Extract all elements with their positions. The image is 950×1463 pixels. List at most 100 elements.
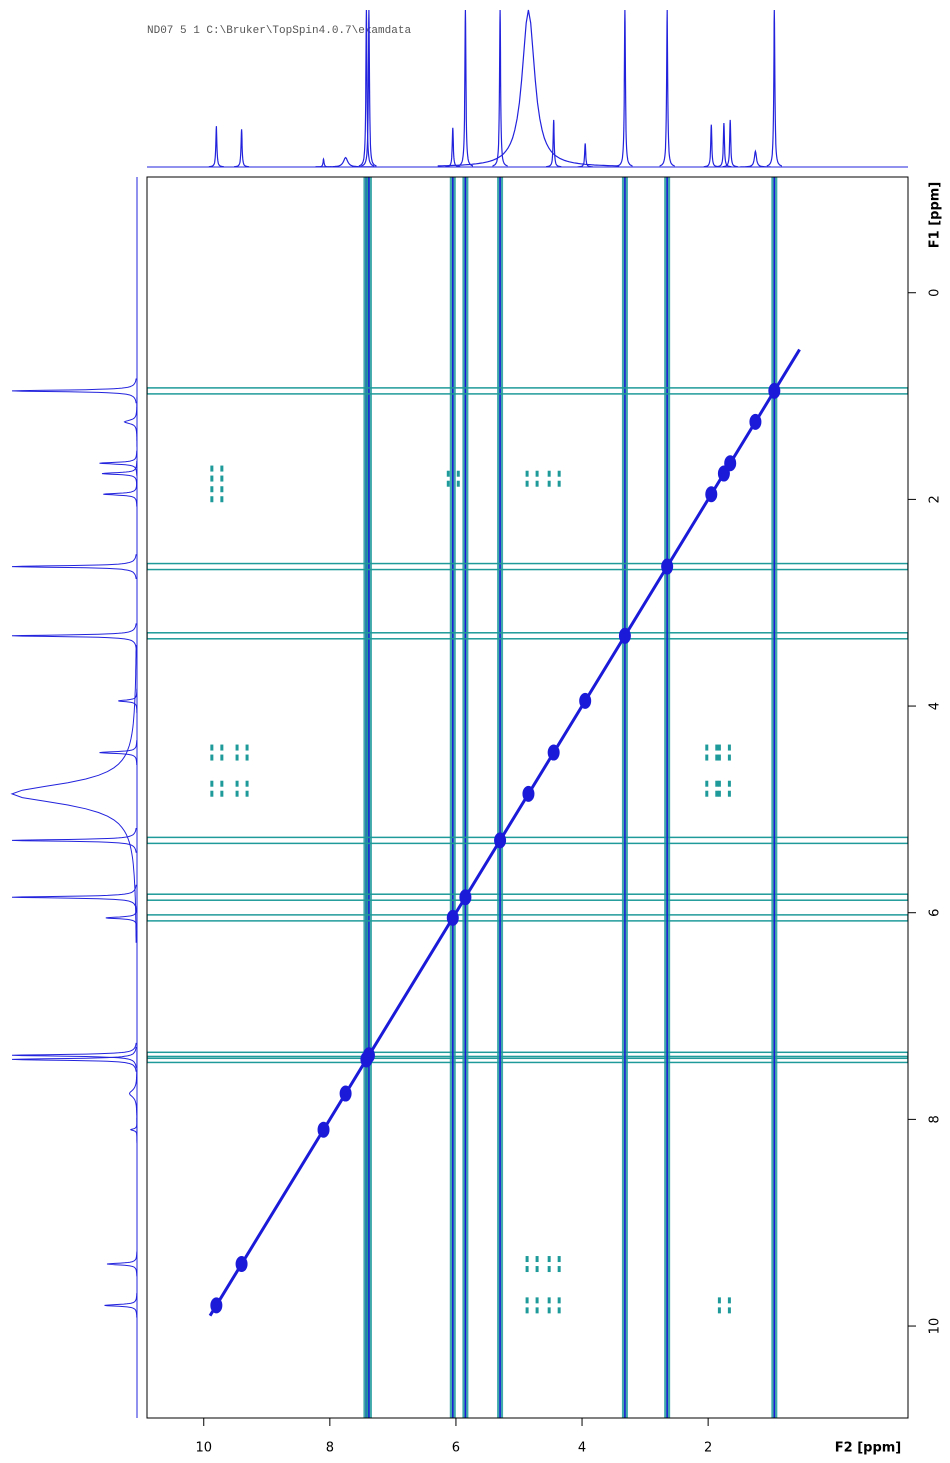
cross-peak: [717, 1297, 731, 1314]
diagonal-peak: [579, 692, 592, 709]
left-trace-peak: [11, 623, 137, 649]
left-trace-peak: [11, 1047, 137, 1072]
left-trace-peak: [99, 450, 138, 476]
cross-peak: [235, 780, 249, 797]
cross-peak-contour: [456, 480, 460, 487]
cross-peak-contour: [446, 480, 450, 487]
cross-peak-contour: [547, 1307, 551, 1314]
cross-peak-contour: [557, 1266, 561, 1273]
diagonal: [208, 348, 801, 1317]
cross-peak-contour: [535, 1266, 539, 1273]
cross-peak-contour: [557, 470, 561, 477]
cross-peak-contour: [535, 1297, 539, 1304]
y-axis-label: F1 [ppm]: [928, 182, 943, 249]
cross-peak-contour: [210, 754, 214, 761]
cross-peak-contour: [715, 744, 719, 751]
cross-peak-contour: [547, 470, 551, 477]
left-trace-peak: [11, 828, 137, 853]
horizontal-streak: [147, 632, 908, 640]
left-trace-peak: [10, 645, 137, 943]
diagonal-peak: [235, 1256, 248, 1273]
cross-peak-contour: [535, 1307, 539, 1314]
horizontal-streak: [147, 836, 908, 845]
cross-peak-contour: [210, 496, 214, 503]
cross-peak: [525, 1256, 539, 1273]
cross-peak-contour: [220, 486, 224, 493]
cross-peak-contour: [210, 790, 214, 797]
plot-frame: [146, 176, 909, 1419]
y-tick-label: 8: [928, 1115, 943, 1123]
cross-peak-contour: [727, 754, 731, 761]
left-trace-peak: [128, 1043, 138, 1144]
header: ND07 5 1 C:\Bruker\TopSpin4.0.7\examdata: [147, 25, 411, 37]
cross-peak-contour: [235, 754, 239, 761]
diagonal-peak: [618, 627, 631, 644]
cross-peak-contour: [525, 1297, 529, 1304]
left-trace-peak: [104, 1293, 138, 1318]
cross-peak: [717, 744, 731, 761]
top-trace-peak: [546, 119, 562, 168]
cross-peak-contour: [525, 1256, 529, 1263]
y-tick-label: 10: [928, 1318, 943, 1335]
diagonal-peak: [522, 785, 535, 802]
left-trace-peak: [101, 461, 138, 487]
top-trace-peak: [659, 9, 675, 167]
top-trace-peak: [617, 9, 633, 167]
diagonal-peak: [547, 744, 560, 761]
horizontal-streak: [147, 387, 908, 395]
cross-peak-contour: [245, 754, 249, 761]
cross-peak-contour: [715, 754, 719, 761]
top-trace-peak: [577, 143, 593, 168]
diagonal-peak: [661, 558, 674, 575]
cross-peak-contour: [727, 780, 731, 787]
cross-peak-contour: [557, 1307, 561, 1314]
cross-peak-contour: [715, 790, 719, 797]
cross-peak: [210, 744, 224, 761]
top-trace-peak: [234, 129, 250, 168]
top-trace-peak: [315, 156, 376, 168]
cross-peak-contour: [557, 1256, 561, 1263]
cross-peak-contour: [235, 780, 239, 787]
cross-peak-contour: [705, 744, 709, 751]
cross-peak-contour: [547, 1256, 551, 1263]
cross-peak-contour: [235, 790, 239, 797]
diagonal-peak: [494, 832, 507, 849]
horizontal-streak: [147, 562, 908, 571]
left-trace-peak: [123, 397, 138, 447]
x-tick-label: 8: [326, 1441, 334, 1456]
diagonal-peak: [705, 486, 718, 503]
cross-peak-contour: [220, 475, 224, 482]
horizontal-streak: [147, 893, 908, 901]
x-tick-label: 6: [452, 1441, 460, 1456]
cross-peak-contour: [525, 1266, 529, 1273]
cross-peak-contour: [727, 1297, 731, 1304]
cross-peak-contour: [727, 1307, 731, 1314]
cross-peak-contour: [717, 1307, 721, 1314]
diagonal-peak: [339, 1085, 352, 1102]
cross-peak-contour: [210, 744, 214, 751]
cross-peak: [525, 1297, 539, 1314]
cross-peak-contour: [220, 496, 224, 503]
cross-peak-contour: [210, 475, 214, 482]
diagonal-peak: [210, 1297, 223, 1314]
top-trace-peak: [361, 9, 377, 167]
cross-peak-contour: [717, 744, 721, 751]
top-trace-peak: [766, 9, 782, 167]
cross-peak: [705, 780, 719, 797]
left-trace-peak: [118, 688, 138, 714]
cross-peak-contour: [705, 790, 709, 797]
cross-peak-contour: [717, 780, 721, 787]
diagonal-peak: [317, 1121, 330, 1138]
cross-peak-contour: [220, 780, 224, 787]
cross-peak-contour: [717, 754, 721, 761]
cross-peak-contour: [547, 1297, 551, 1304]
cross-peak: [446, 470, 460, 487]
cross-peak-contour: [727, 790, 731, 797]
left-trace-peak: [106, 1251, 138, 1277]
cross-peak-contour: [220, 744, 224, 751]
cross-peak: [705, 744, 719, 761]
x-tick-label: 10: [195, 1441, 212, 1456]
y-tick-label: 6: [928, 909, 943, 917]
cross-peak-contour: [715, 780, 719, 787]
cross-peak-contour: [535, 480, 539, 487]
